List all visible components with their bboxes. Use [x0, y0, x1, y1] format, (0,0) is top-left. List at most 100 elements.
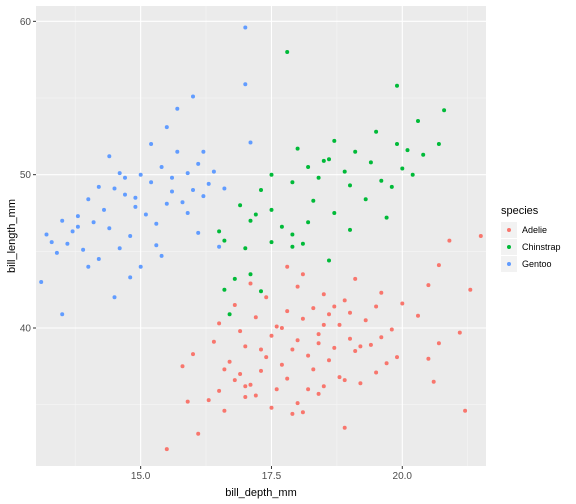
data-point-adelie	[217, 321, 222, 326]
data-point-adelie	[274, 387, 279, 392]
data-point-chinstrap	[269, 207, 274, 212]
data-point-gentoo	[123, 192, 127, 197]
data-point-gentoo	[75, 214, 80, 219]
data-point-gentoo	[191, 94, 195, 99]
data-point-adelie	[306, 387, 311, 392]
data-point-gentoo	[81, 247, 86, 252]
data-point-adelie	[316, 332, 321, 337]
data-point-gentoo	[217, 244, 222, 249]
legend-items: Adelie Chinstrap Gentoo	[501, 222, 561, 272]
data-point-gentoo	[170, 189, 174, 194]
data-point-adelie	[196, 431, 201, 436]
data-point-gentoo	[196, 161, 201, 166]
data-point-adelie	[300, 272, 305, 277]
data-point-adelie	[222, 408, 227, 413]
y-tick-label: 40	[20, 324, 32, 335]
data-point-gentoo	[44, 232, 49, 237]
data-point-adelie	[342, 425, 347, 430]
data-point-chinstrap	[306, 220, 311, 225]
data-point-adelie	[368, 342, 373, 347]
data-point-chinstrap	[311, 198, 316, 203]
data-point-chinstrap	[290, 232, 295, 237]
data-point-adelie	[389, 327, 394, 332]
data-point-adelie	[264, 295, 269, 300]
data-point-adelie	[306, 353, 311, 358]
data-point-gentoo	[191, 188, 195, 192]
x-tick-label: 20.0	[393, 471, 413, 482]
data-point-adelie	[348, 336, 352, 341]
data-point-gentoo	[65, 241, 70, 246]
data-point-adelie	[342, 378, 347, 383]
data-point-adelie	[253, 393, 258, 398]
data-point-adelie	[164, 447, 169, 452]
data-point-gentoo	[117, 171, 122, 176]
data-point-chinstrap	[363, 197, 368, 202]
data-point-adelie	[217, 388, 222, 393]
data-point-chinstrap	[227, 312, 232, 317]
data-point-adelie	[206, 398, 211, 403]
data-point-adelie	[353, 349, 358, 353]
data-point-adelie	[243, 395, 248, 399]
data-point-adelie	[243, 344, 248, 349]
data-point-adelie	[259, 368, 263, 373]
data-points	[39, 25, 483, 452]
data-point-adelie	[211, 339, 216, 344]
data-point-gentoo	[222, 186, 227, 191]
data-point-chinstrap	[342, 169, 347, 174]
data-point-adelie	[316, 391, 321, 396]
data-point-gentoo	[154, 221, 159, 226]
data-point-gentoo	[138, 172, 143, 177]
data-point-gentoo	[133, 204, 138, 209]
data-point-gentoo	[133, 195, 138, 200]
data-point-adelie	[279, 362, 284, 367]
data-point-gentoo	[201, 194, 206, 199]
x-axis: 15.0 17.5 20.0	[131, 466, 413, 482]
data-point-chinstrap	[442, 108, 447, 113]
data-point-chinstrap	[416, 119, 420, 123]
data-point-adelie	[300, 410, 305, 415]
data-point-gentoo	[154, 243, 159, 248]
data-point-adelie	[259, 347, 263, 352]
y-tick-label: 60	[20, 17, 32, 28]
data-point-gentoo	[143, 212, 148, 217]
data-point-adelie	[311, 306, 316, 311]
data-point-gentoo	[112, 295, 117, 300]
legend-label: Adelie	[522, 225, 547, 235]
data-point-adelie	[447, 238, 452, 243]
data-point-adelie	[426, 283, 431, 288]
data-point-gentoo	[39, 280, 44, 284]
data-point-gentoo	[117, 246, 122, 251]
data-point-adelie	[400, 301, 405, 306]
data-point-chinstrap	[269, 240, 274, 245]
data-point-gentoo	[175, 149, 180, 154]
data-point-gentoo	[164, 125, 169, 130]
y-axis-title: bill_length_mm	[6, 199, 18, 273]
data-point-adelie	[342, 298, 347, 303]
data-point-chinstrap	[332, 211, 337, 215]
data-point-adelie	[358, 381, 363, 386]
data-point-adelie	[436, 263, 441, 268]
data-point-gentoo	[175, 106, 180, 111]
minor-gridlines	[36, 6, 486, 466]
data-point-adelie	[295, 338, 300, 343]
data-point-adelie	[379, 335, 384, 340]
data-point-chinstrap	[395, 83, 399, 88]
data-point-adelie	[468, 287, 473, 292]
data-point-adelie	[327, 358, 331, 363]
data-point-gentoo	[164, 201, 169, 206]
data-point-adelie	[295, 401, 300, 406]
data-point-chinstrap	[217, 229, 222, 234]
data-point-adelie	[274, 324, 279, 329]
data-point-gentoo	[70, 229, 75, 234]
data-point-gentoo	[211, 169, 216, 174]
data-point-gentoo	[123, 175, 127, 180]
data-point-adelie	[279, 326, 284, 330]
data-point-gentoo	[138, 264, 143, 269]
data-point-gentoo	[60, 218, 65, 223]
data-point-gentoo	[60, 312, 65, 317]
data-point-gentoo	[159, 253, 164, 258]
data-point-adelie	[384, 361, 389, 366]
data-point-gentoo	[128, 234, 133, 238]
data-point-gentoo	[159, 165, 164, 169]
data-point-chinstrap	[410, 172, 415, 177]
